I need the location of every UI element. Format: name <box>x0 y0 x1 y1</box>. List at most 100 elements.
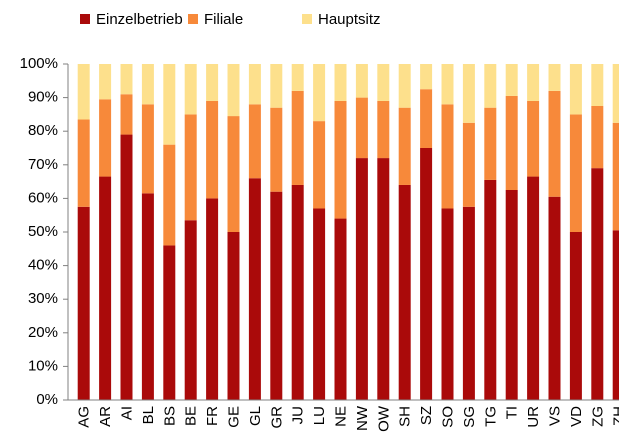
bar-segment <box>505 64 518 96</box>
bar-segment <box>270 107 283 192</box>
bar-segment <box>527 176 540 400</box>
x-tick-label: BL <box>140 406 157 424</box>
y-tick-label: 60% <box>28 189 58 206</box>
x-tick-label: FR <box>204 406 221 426</box>
bar-segment <box>569 64 582 115</box>
y-tick-label: 70% <box>28 156 58 173</box>
x-tick-label: OW <box>375 405 392 432</box>
bar-segment <box>163 245 176 400</box>
bar-segment <box>462 206 475 400</box>
bar-segment <box>420 148 433 400</box>
bar-segment <box>569 114 582 232</box>
bar-segment <box>591 106 604 169</box>
bar-segment <box>227 64 240 117</box>
x-tick-label: SH <box>397 406 414 427</box>
bar-segment <box>505 95 518 190</box>
bar-segment <box>527 100 540 177</box>
bar-segment <box>527 64 540 101</box>
bar-segment <box>99 176 112 400</box>
bar-segment <box>398 64 411 108</box>
x-tick-label: AG <box>76 406 93 428</box>
bar-segment <box>248 104 261 179</box>
x-tick-label: UR <box>525 406 542 428</box>
bar-segment <box>548 90 561 197</box>
y-tick-label: 80% <box>28 122 58 139</box>
bar-segment <box>206 100 219 199</box>
bar-segment <box>291 90 304 185</box>
bar-segment <box>334 64 347 101</box>
bar-segment <box>248 178 261 400</box>
bar-segment <box>612 64 619 123</box>
x-tick-label: BE <box>183 406 200 426</box>
bar-segment <box>398 184 411 400</box>
bar-segment <box>141 104 154 194</box>
bar-segment <box>377 158 390 400</box>
bar-segment <box>548 196 561 400</box>
bar-segment <box>355 158 368 400</box>
bar-segment <box>313 121 326 209</box>
bar-segment <box>291 184 304 400</box>
bar-segment <box>270 191 283 400</box>
bar-segment <box>377 100 390 159</box>
y-tick-label: 30% <box>28 290 58 307</box>
legend-swatch <box>80 14 90 24</box>
y-tick-label: 50% <box>28 223 58 240</box>
bar-segment <box>484 179 497 400</box>
x-tick-label: VS <box>547 406 564 426</box>
bar-segment <box>99 64 112 100</box>
x-tick-label: SZ <box>418 406 435 425</box>
bar-segment <box>441 64 454 105</box>
bar-segment <box>206 198 219 400</box>
legend-label: Hauptsitz <box>318 11 381 28</box>
bar-segment <box>313 208 326 400</box>
bar-segment <box>99 99 112 177</box>
bar-segment <box>334 218 347 400</box>
bar-segment <box>120 64 133 95</box>
x-tick-label: TI <box>504 406 521 419</box>
bar-segment <box>163 64 176 145</box>
bar-segment <box>591 64 604 106</box>
bar-segment <box>591 168 604 400</box>
bar-segment <box>505 190 518 400</box>
y-tick-label: 40% <box>28 257 58 274</box>
x-tick-label: AI <box>119 406 136 420</box>
x-tick-label: NW <box>354 405 371 431</box>
x-tick-label: GE <box>226 406 243 428</box>
x-tick-label: NE <box>333 406 350 427</box>
y-tick-label: 10% <box>28 357 58 374</box>
x-tick-label: GR <box>268 406 285 429</box>
x-tick-label: BS <box>161 406 178 426</box>
x-tick-label: SO <box>440 406 457 428</box>
x-tick-label: ZH <box>611 406 619 426</box>
bar-segment <box>270 64 283 108</box>
x-tick-label: ZG <box>589 406 606 427</box>
x-tick-label: SG <box>461 406 478 428</box>
bar-segment <box>420 64 433 90</box>
bar-segment <box>227 232 240 400</box>
legend-label: Filiale <box>204 11 243 28</box>
bar-segment <box>462 64 475 123</box>
bar-segment <box>206 64 219 101</box>
bar-segment <box>377 64 390 101</box>
bar-segment <box>355 64 368 98</box>
bar-segment <box>355 97 368 159</box>
bar-segment <box>184 114 197 221</box>
x-tick-label: AR <box>97 406 114 427</box>
bar-segment <box>227 116 240 232</box>
bar-segment <box>569 232 582 400</box>
legend-swatch <box>302 14 312 24</box>
bar-segment <box>184 220 197 400</box>
x-tick-label: LU <box>311 406 328 425</box>
x-tick-label: GL <box>247 406 264 426</box>
bar-segment <box>77 119 90 207</box>
x-tick-label: VD <box>568 406 585 427</box>
bar-segment <box>184 64 197 115</box>
bar-segment <box>120 134 133 400</box>
bar-segment <box>612 230 619 400</box>
bar-segment <box>398 107 411 185</box>
bar-segment <box>441 104 454 209</box>
bar-segment <box>77 206 90 400</box>
bar-segment <box>420 89 433 148</box>
bar-segment <box>462 122 475 207</box>
bar-segment <box>141 193 154 400</box>
